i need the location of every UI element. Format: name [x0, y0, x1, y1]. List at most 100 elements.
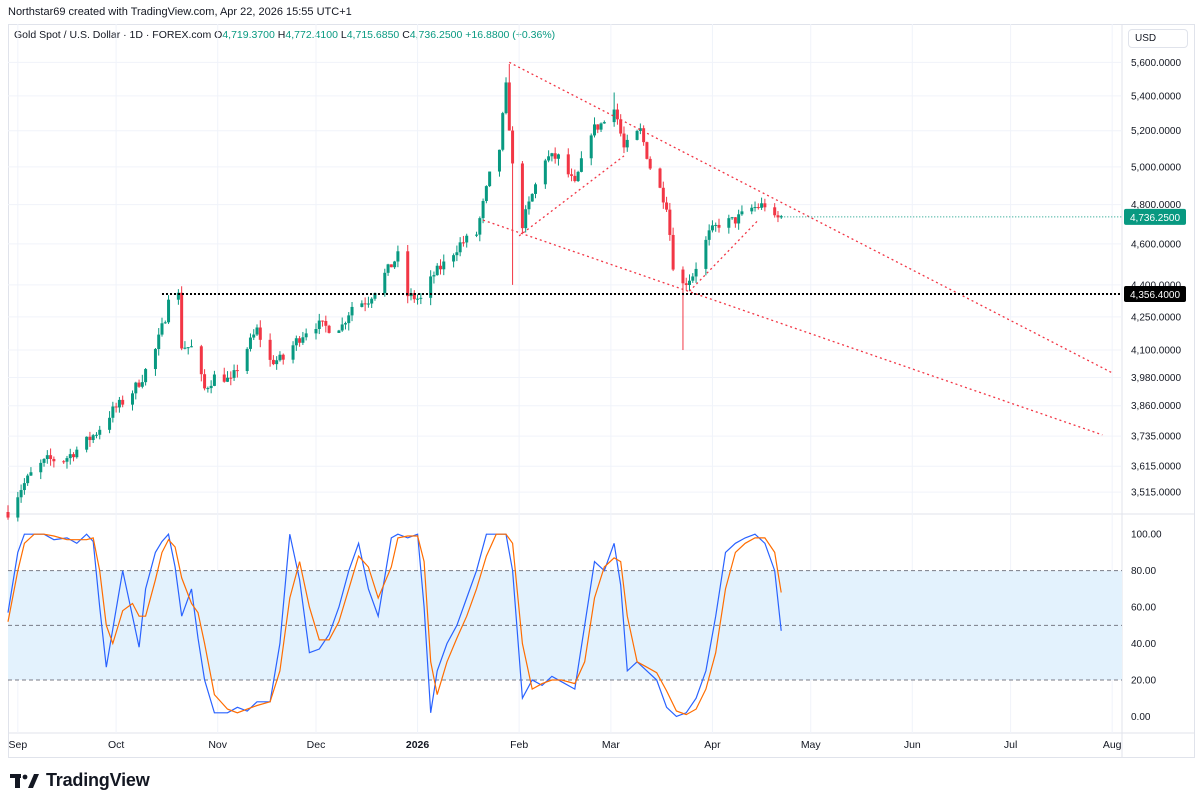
- price-tick-label: 5,000.0000: [1131, 162, 1181, 173]
- candle-body: [691, 276, 695, 281]
- candle-body: [88, 436, 92, 441]
- price-tick-label: 4,600.0000: [1131, 239, 1181, 250]
- candle-body: [180, 292, 184, 349]
- candle-body: [275, 360, 279, 365]
- candle-body: [432, 275, 436, 277]
- upper-channel-trendline: [509, 61, 1113, 374]
- candle-body: [442, 261, 446, 270]
- candle-body: [684, 283, 688, 286]
- candle-body: [160, 323, 164, 335]
- tradingview-logo[interactable]: TradingView: [10, 770, 150, 791]
- candle-body: [756, 207, 760, 209]
- candle-body: [65, 458, 69, 462]
- high-value: 4,772.4100: [285, 29, 338, 41]
- candle-body: [419, 297, 423, 299]
- candle-body: [393, 261, 397, 268]
- candle-body: [435, 265, 439, 276]
- candle-body: [688, 280, 692, 286]
- candle-body: [363, 303, 367, 305]
- candle-body: [75, 449, 79, 458]
- candle-body: [730, 217, 734, 219]
- candle-body: [268, 339, 272, 360]
- price-tick-label: 4,800.0000: [1131, 200, 1181, 211]
- candle-body: [710, 225, 714, 231]
- candle-body: [108, 417, 112, 430]
- stochastic-tick-label: 40.00: [1131, 639, 1156, 650]
- time-tick-label: Nov: [208, 739, 227, 751]
- candle-body: [658, 168, 662, 188]
- candle-body: [740, 211, 744, 215]
- candle-body: [321, 320, 325, 322]
- candle-body: [599, 123, 603, 130]
- close-label: C: [402, 29, 410, 41]
- candle-body: [615, 109, 619, 120]
- candle-body: [429, 276, 433, 298]
- candle-body: [750, 207, 754, 212]
- candle-body: [438, 265, 442, 270]
- candle-body: [727, 218, 731, 228]
- candle-body: [665, 202, 669, 210]
- price-tick-label: 3,860.0000: [1131, 401, 1181, 412]
- time-tick-label: Oct: [108, 739, 124, 751]
- candle-body: [360, 303, 364, 307]
- candle-body: [461, 242, 465, 244]
- price-tick-label: 4,100.0000: [1131, 346, 1181, 357]
- candle-body: [648, 158, 652, 169]
- candle-body: [85, 436, 89, 450]
- candle-body: [527, 201, 531, 210]
- time-tick-label: Apr: [704, 739, 721, 751]
- currency-button[interactable]: USD: [1128, 29, 1188, 48]
- candle-body: [22, 483, 26, 491]
- candle-body: [579, 158, 583, 172]
- candle-body: [29, 472, 33, 476]
- candle-body: [68, 454, 72, 459]
- time-tick-label: May: [801, 739, 822, 751]
- candle-body: [72, 454, 76, 458]
- candle-body: [327, 325, 331, 333]
- candles: [6, 63, 783, 522]
- candle-body: [592, 124, 596, 136]
- candle-body: [396, 251, 400, 262]
- candle-body: [167, 299, 171, 323]
- candle-body: [62, 461, 66, 463]
- candle-body: [52, 458, 56, 462]
- candle-body: [520, 163, 524, 229]
- open-label: O: [214, 29, 223, 41]
- candle-body: [209, 385, 213, 389]
- chart-frame: [8, 24, 1195, 758]
- candle-body: [19, 490, 23, 498]
- candle-body: [589, 135, 593, 159]
- candle-body: [458, 242, 462, 253]
- candle-body: [733, 217, 737, 224]
- candle-body: [157, 334, 161, 350]
- candle-body: [497, 149, 501, 172]
- candle-body: [573, 175, 577, 182]
- candle-body: [343, 323, 347, 325]
- tradingview-logo-icon: [10, 773, 39, 788]
- candle-body: [776, 215, 780, 218]
- time-tick-label: Aug: [1103, 739, 1122, 751]
- candle-body: [186, 347, 190, 349]
- time-tick-label: Sep: [8, 739, 27, 751]
- candle-body: [389, 264, 393, 268]
- candle-body: [222, 374, 226, 382]
- candle-body: [671, 234, 675, 270]
- candle-body: [383, 272, 387, 294]
- candle-body: [619, 119, 623, 134]
- candle-body: [235, 370, 239, 372]
- candle-body: [530, 193, 534, 202]
- candle-body: [707, 230, 711, 240]
- candle-body: [694, 268, 698, 277]
- candle-body: [301, 337, 305, 343]
- candle-body: [550, 153, 554, 157]
- last-price-label-bg: [1124, 208, 1186, 225]
- candle-body: [760, 203, 764, 208]
- candle-body: [547, 156, 551, 161]
- candle-body: [189, 346, 193, 348]
- candle-body: [317, 320, 321, 330]
- price-tick-label: 5,600.0000: [1131, 58, 1181, 69]
- candle-body: [576, 171, 580, 182]
- price-tick-label: 5,200.0000: [1131, 126, 1181, 137]
- candle-body: [625, 139, 629, 148]
